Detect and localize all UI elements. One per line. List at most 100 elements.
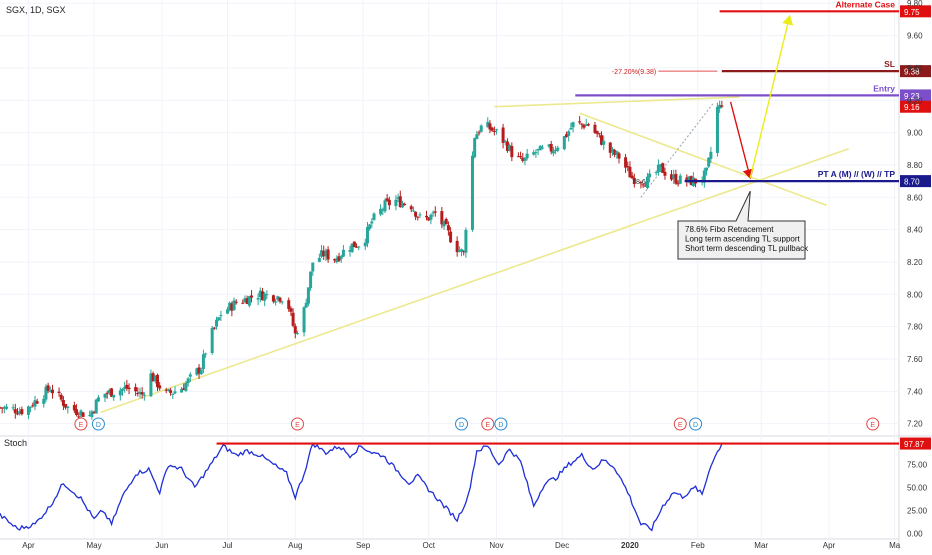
price-candles[interactable] — [0, 100, 724, 421]
candle-body — [250, 295, 254, 298]
event-marker-earnings[interactable] — [673, 417, 687, 431]
candle-body — [571, 122, 575, 128]
event-marker-earnings[interactable] — [290, 417, 304, 431]
candle-body — [110, 388, 114, 397]
time-tick-label: Jun — [155, 541, 168, 550]
price-tick-label: 8.60 — [907, 193, 923, 202]
price-tick-label: 8.20 — [907, 258, 923, 267]
candle-body — [271, 295, 275, 302]
candle-body — [204, 353, 208, 355]
candle-body — [75, 409, 79, 415]
candle-body — [444, 219, 448, 225]
candle-body — [293, 326, 297, 334]
candle-body — [186, 378, 190, 384]
candle-body — [578, 121, 582, 123]
candle-body — [416, 216, 420, 218]
candle-body — [532, 152, 536, 155]
candle-body — [720, 105, 724, 107]
candle-body — [379, 208, 383, 215]
candle-body — [311, 262, 315, 272]
event-marker-dividend[interactable] — [689, 417, 703, 431]
candle-body — [339, 256, 343, 259]
candle-body — [140, 392, 144, 395]
candle-body — [219, 315, 223, 317]
candle-body — [687, 176, 691, 181]
candle-body — [464, 229, 468, 253]
candle-body — [291, 312, 295, 326]
candle-body — [567, 131, 571, 136]
candle-body — [626, 166, 630, 168]
candle-body — [44, 386, 48, 400]
candle-body — [123, 386, 127, 389]
candle-body — [263, 293, 267, 301]
time-tick-label: Jul — [222, 541, 232, 550]
trendlines — [100, 96, 849, 414]
candle-body — [523, 157, 527, 161]
stochastic-pane: 97.87 — [0, 437, 931, 532]
time-tick-label: Sep — [356, 541, 371, 550]
event-marker-earnings[interactable] — [74, 417, 88, 431]
candle-body — [387, 199, 391, 206]
candle-body — [383, 200, 387, 212]
time-tick-label: Dec — [555, 541, 569, 550]
candle-body — [676, 183, 680, 185]
candle-body — [18, 411, 22, 414]
candle-body — [241, 302, 245, 304]
candle-body — [477, 132, 481, 134]
candle-body — [630, 175, 634, 179]
candle-body — [632, 178, 636, 184]
level-lines[interactable]: Alternate Case 9.75 SL 9.38 Entry 9.23 PT A (M… — [575, 0, 931, 188]
candle-body — [171, 393, 175, 395]
candle-body — [488, 123, 492, 130]
candle-body — [600, 135, 604, 145]
candle-body — [584, 124, 588, 127]
candle-body — [260, 291, 264, 301]
candle-body — [702, 170, 706, 183]
candle-body — [639, 182, 643, 184]
candle-body — [11, 407, 15, 409]
candle-body — [608, 142, 612, 153]
candle-body — [516, 156, 520, 158]
candle-body — [230, 303, 234, 311]
candle-body — [449, 231, 453, 243]
candle-body — [96, 397, 100, 402]
candle-body — [215, 319, 219, 327]
candle-body — [197, 367, 201, 374]
candle-body — [2, 407, 6, 409]
candle-body — [225, 309, 229, 314]
event-marker-earnings[interactable] — [866, 417, 880, 431]
level-badge-text-pt: 8.70 — [904, 178, 920, 187]
candle-body — [672, 174, 676, 179]
candle-body — [403, 203, 407, 205]
candle-body — [643, 185, 647, 187]
level-label-sl: SL — [884, 59, 895, 69]
candle-body — [153, 375, 157, 382]
candle-body — [136, 393, 140, 395]
candle-body — [503, 140, 507, 142]
candle-body — [659, 164, 663, 167]
candle-body — [258, 290, 262, 298]
candle-body — [370, 221, 374, 224]
level-badge-pt — [900, 175, 931, 188]
event-marker-dividend[interactable] — [494, 417, 508, 431]
time-tick-label: Oct — [422, 541, 435, 550]
candle-body — [440, 211, 444, 225]
candle-body — [624, 157, 628, 168]
event-marker-dividend[interactable] — [91, 417, 105, 431]
candle-body — [302, 307, 306, 333]
event-marker-earnings[interactable] — [481, 417, 495, 431]
time-tick-label: Aug — [288, 541, 302, 550]
price-tick-label: 9.40 — [907, 64, 923, 73]
event-marker-dividend[interactable] — [455, 417, 469, 431]
candle-body — [547, 144, 551, 147]
price-tick-label: 8.80 — [907, 161, 923, 170]
candle-body — [475, 134, 479, 140]
candle-body — [184, 383, 188, 391]
candle-body — [79, 410, 83, 416]
event-marker-letter: E — [295, 422, 300, 429]
candle-body — [164, 389, 168, 391]
